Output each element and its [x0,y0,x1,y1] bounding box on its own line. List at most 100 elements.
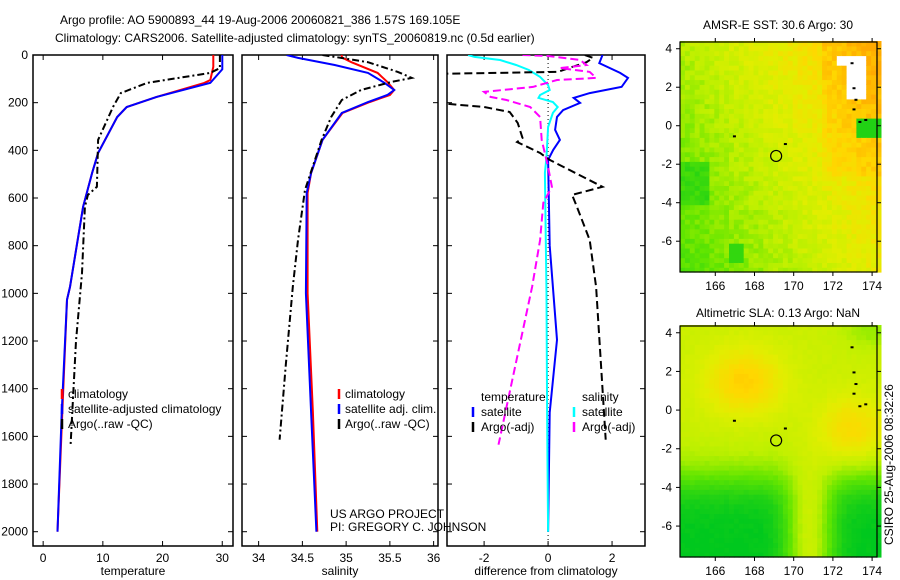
map-cell [846,132,853,138]
map-cell [856,445,862,452]
map-cell [689,257,696,263]
map-cell [768,421,774,428]
map-cell [802,416,808,423]
map-cell [773,137,779,143]
map-cell [836,387,843,394]
map-cell [802,69,808,76]
map-cell [851,552,857,558]
map-cell [871,334,877,341]
map-cell [856,537,862,544]
map-cell [763,161,769,167]
map-cell [787,470,794,476]
map-cell [724,421,730,428]
map-cell [836,94,843,100]
map-cell [831,354,838,360]
map-cell [694,89,701,95]
map-cell [856,94,862,100]
map-cell [724,523,730,529]
map-cell [782,349,789,355]
map-cell [807,113,813,119]
map-cell [836,445,843,452]
map-cell [851,156,857,162]
map-cell [871,219,877,225]
map-cell [817,344,823,350]
side-timestamp: CSIRO 25-Aug-2006 08:32:26 [882,384,896,545]
map-cell [689,441,696,447]
map-cell [758,146,764,153]
map-cell [876,489,882,495]
island-mark [854,98,858,101]
map-cell [797,407,804,413]
map-cell [684,474,691,481]
x-tick-label: 10 [96,551,110,565]
map-cell [680,228,686,235]
map-cell [680,441,686,447]
map-cell [841,122,848,129]
map-cell [866,156,872,162]
map-cell [822,180,828,186]
map-cell [714,214,720,220]
map-cell [876,132,882,138]
map-cell [729,528,735,534]
map-cell [797,195,804,201]
map-cell [680,383,686,389]
map-cell [773,494,779,500]
map-cell [763,103,769,109]
map-cell [689,175,696,182]
map-cell [807,151,813,158]
map-cell [846,199,853,206]
map-cell [856,219,862,225]
map-cell [846,113,853,119]
map-cell [689,214,696,220]
map-cell [827,238,833,244]
map-cell [773,392,779,399]
map-cell [876,137,882,143]
map-cell [680,532,686,539]
map-cell [812,175,818,182]
map-cell [773,209,779,215]
map-cell [817,421,823,428]
map-cell [689,450,696,457]
map-cell [699,214,706,220]
map-cell [748,412,755,418]
map-cell [719,532,725,539]
map-cell [773,146,779,153]
map-cell [817,214,823,220]
map-cell [714,450,720,457]
legend-label: Argo(-adj) [481,420,534,434]
map-cell [851,185,857,191]
map-cell [846,161,853,167]
map-cell [763,199,769,206]
map-cell [817,329,823,336]
map-cell [724,460,730,466]
map-cell [822,392,828,399]
map-cell [856,363,862,370]
map-cell [758,407,764,413]
map-cell [680,161,686,167]
map-cell [748,69,755,76]
map-cell [817,349,823,355]
map-cell [743,441,750,447]
map-cell [817,363,823,370]
map-cell [836,552,843,558]
map-cell [714,238,720,244]
map-cell [680,378,686,384]
map-cell [782,60,789,66]
map-cell [694,508,701,515]
map-cell [831,132,838,138]
map-cell [709,354,715,360]
map-cells [680,325,882,558]
map-cell [719,166,725,172]
map-cell [763,325,769,331]
map-cell [846,412,853,418]
credit-project: US ARGO PROJECT [330,507,445,521]
map-cell [782,79,789,85]
map-cell [851,190,857,196]
map-cell [743,204,750,210]
map-cell [792,142,799,148]
map-cell [822,41,828,47]
map-cell [699,247,706,254]
map-cell [753,344,759,350]
map-cell [846,431,853,437]
